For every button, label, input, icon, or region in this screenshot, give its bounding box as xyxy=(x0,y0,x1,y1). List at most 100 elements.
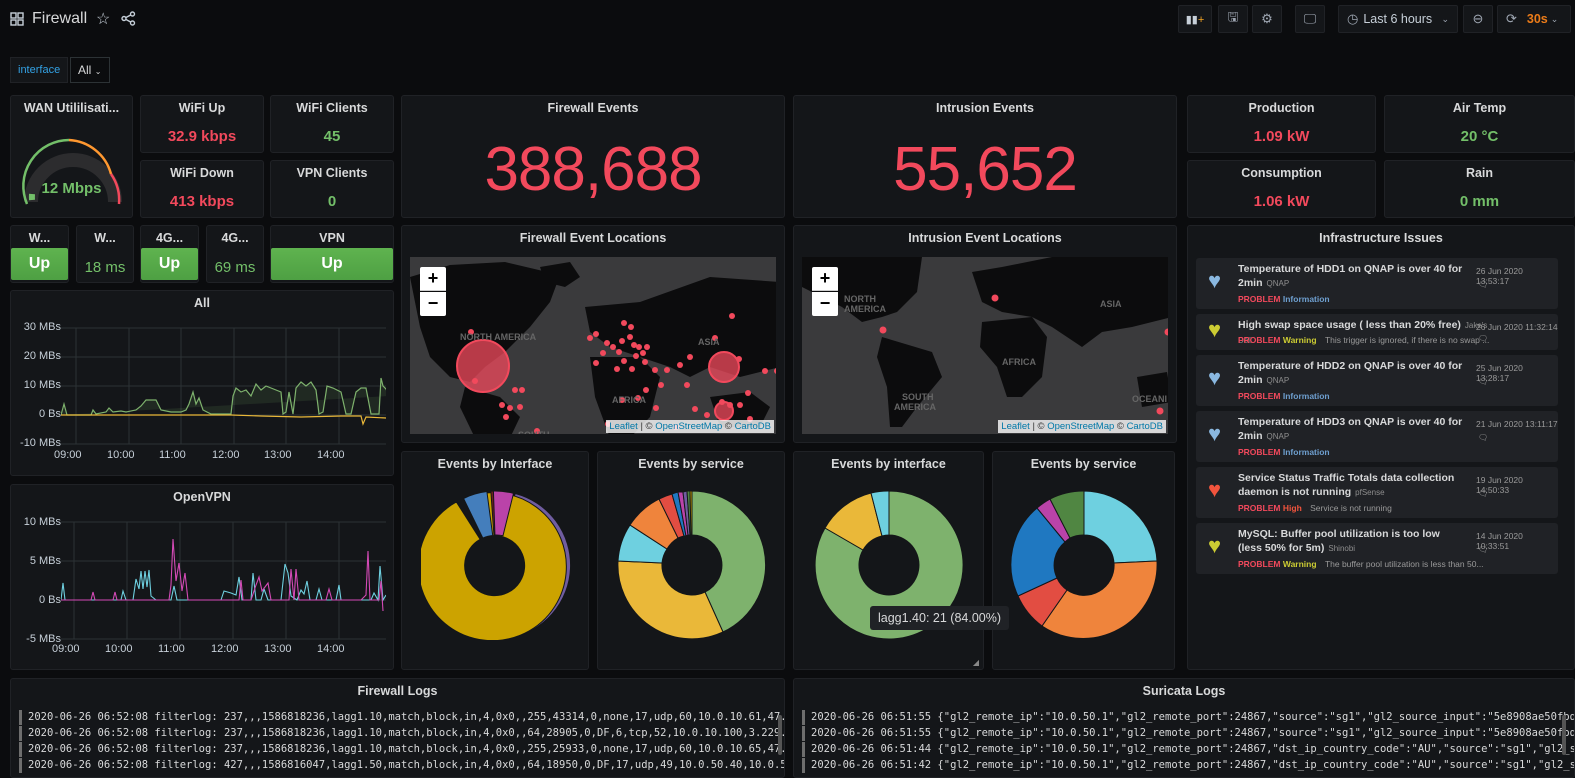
panel-events-by-service-ids[interactable]: Events by service xyxy=(992,451,1175,670)
panel-4g-status[interactable]: 4G... Up xyxy=(140,225,199,283)
panel-vpn-clients[interactable]: VPN Clients 0 xyxy=(270,160,394,218)
world-map[interactable]: NORTH AMERICA ASIA AFRICA SOUTH AMERICA OC… xyxy=(802,257,1168,434)
panel-title: WAN Utililisati... xyxy=(23,101,120,115)
save-button[interactable]: 🖫 xyxy=(1218,5,1248,33)
issue-item[interactable]: ♥ Temperature of HDD2 on QNAP is over 40… xyxy=(1196,355,1558,406)
log-line[interactable]: 2020-06-26 06:52:08 filterlog: 237,,,158… xyxy=(19,742,784,757)
issue-item[interactable]: ♥ High swap space usage ( less than 20% … xyxy=(1196,314,1558,350)
panel-wifi-down[interactable]: WiFi Down 413 kbps xyxy=(140,160,264,218)
issue-item[interactable]: ♥ Temperature of HDD1 on QNAP is over 40… xyxy=(1196,258,1558,309)
cartodb-link[interactable]: CartoDB xyxy=(1126,421,1163,432)
top-bar: Firewall ☆ ▮▮+ 🖫 ⚙ 🖵 ◷ Last 6 hours ⌄ ⊖ … xyxy=(0,0,1575,38)
settings-button[interactable]: ⚙ xyxy=(1252,5,1282,33)
comment-icon[interactable]: 🗨 xyxy=(1478,377,1489,386)
map-zoom-out-button[interactable]: − xyxy=(812,292,838,316)
leaflet-link[interactable]: Leaflet xyxy=(609,421,638,432)
log-line[interactable]: 2020-06-26 06:51:42 {"gl2_remote_ip":"10… xyxy=(802,758,1574,773)
panel-title: WiFi Clients xyxy=(296,101,368,115)
panel-intrusion-map[interactable]: Intrusion Event Locations NORTH AMERICA A… xyxy=(793,225,1177,443)
time-range-picker[interactable]: ◷ Last 6 hours ⌄ xyxy=(1338,5,1458,33)
issue-item[interactable]: ♥ Temperature of HDD3 on QNAP is over 40… xyxy=(1196,411,1558,462)
y-tick: 10 MBs xyxy=(23,379,61,391)
panel-wifi-clients[interactable]: WiFi Clients 45 xyxy=(270,95,394,153)
panel-vpn-status[interactable]: VPN Up xyxy=(270,225,394,283)
log-line[interactable]: 2020-06-26 06:51:44 {"gl2_remote_ip":"10… xyxy=(802,742,1574,757)
panel-air-temp[interactable]: Air Temp 20 °C xyxy=(1384,95,1575,153)
world-map[interactable]: NORTH AMERICA ASIA AFRICA SOUTH + − Leaf… xyxy=(410,257,776,434)
issue-time: 14 Jun 2020 10:33:51 xyxy=(1476,531,1523,551)
panel-events-by-interface-fw[interactable]: Events by Interface xyxy=(401,451,589,670)
panel-events-by-interface-ids[interactable]: Events by interface ◢ xyxy=(793,451,984,670)
comment-icon[interactable]: 🗨 xyxy=(1478,334,1489,343)
comment-icon[interactable]: 🗨 xyxy=(1478,280,1489,289)
add-panel-button[interactable]: ▮▮+ xyxy=(1178,5,1212,33)
refresh-icon[interactable]: ⟳ xyxy=(1506,11,1517,26)
panel-4g-latency[interactable]: 4G... 69 ms xyxy=(206,225,264,283)
panel-firewall-logs[interactable]: Firewall Logs 2020-06-26 06:52:08 filter… xyxy=(10,678,785,778)
x-tick: 12:00 xyxy=(212,449,240,461)
refresh-picker[interactable]: ⟳ 30s ⌄ xyxy=(1497,5,1571,33)
comment-icon[interactable]: 🗨 xyxy=(1478,545,1489,554)
panel-firewall-events[interactable]: Firewall Events 388,688 xyxy=(401,95,785,218)
panel-events-by-service-fw[interactable]: Events by service xyxy=(597,451,785,670)
scrollbar[interactable] xyxy=(1562,715,1566,755)
scrollbar[interactable] xyxy=(778,715,782,755)
panel-all-traffic[interactable]: All 30 MBs 20 MBs 10 MBs 0 Bs -10 MBs 09… xyxy=(10,290,394,476)
comment-icon[interactable]: 🗨 xyxy=(1478,489,1489,498)
panel-wan-utilisation[interactable]: WAN Utililisati... 12 Mbps xyxy=(10,95,133,218)
all-traffic-graph[interactable] xyxy=(61,326,386,446)
panel-consumption[interactable]: Consumption 1.06 kW xyxy=(1187,160,1376,218)
map-zoom-in-button[interactable]: + xyxy=(812,267,838,291)
donut-chart[interactable] xyxy=(421,490,571,640)
dashboard-title[interactable]: Firewall xyxy=(32,10,88,27)
donut-chart[interactable] xyxy=(1009,490,1159,640)
panel-production[interactable]: Production 1.09 kW xyxy=(1187,95,1376,153)
leaflet-link[interactable]: Leaflet xyxy=(1001,421,1030,432)
panel-openvpn[interactable]: OpenVPN 10 MBs 5 MBs 0 Bs -5 MBs 09:00 1… xyxy=(10,484,394,670)
osm-link[interactable]: OpenStreetMap xyxy=(1047,421,1115,432)
tv-mode-button[interactable]: 🖵 xyxy=(1295,5,1325,33)
issue-severity: Information xyxy=(1282,447,1330,457)
refresh-interval[interactable]: 30s xyxy=(1526,12,1548,26)
log-line[interactable]: 2020-06-26 06:52:08 filterlog: 427,,,158… xyxy=(19,758,784,773)
log-line[interactable]: 2020-06-26 06:51:55 {"gl2_remote_ip":"10… xyxy=(802,710,1574,725)
donut-chart[interactable] xyxy=(814,490,964,640)
comment-icon[interactable]: 🗨 xyxy=(1478,433,1489,442)
donut-chart[interactable] xyxy=(617,490,767,640)
log-line[interactable]: 2020-06-26 06:52:08 filterlog: 237,,,158… xyxy=(19,726,784,741)
log-line[interactable]: 2020-06-26 06:52:08 filterlog: 237,,,158… xyxy=(19,710,784,725)
x-tick: 09:00 xyxy=(54,449,82,461)
issue-item[interactable]: ♥ Service Status Traffic Totals data col… xyxy=(1196,467,1558,518)
interface-variable-select[interactable]: All ⌄ xyxy=(70,57,110,83)
map-attribution: Leaflet | © OpenStreetMap © CartoDB xyxy=(606,420,774,433)
dashboard-grid-icon[interactable] xyxy=(10,12,24,26)
panel-wan1-latency[interactable]: W... 18 ms xyxy=(76,225,134,283)
issue-status: PROBLEM xyxy=(1238,559,1281,569)
panel-title: Rain xyxy=(1465,166,1494,180)
settings-icon: ⚙ xyxy=(1261,11,1273,26)
status-badge: Up xyxy=(271,248,393,280)
log-line[interactable]: 2020-06-26 06:51:55 {"gl2_remote_ip":"10… xyxy=(802,726,1574,741)
panel-rain[interactable]: Rain 0 mm xyxy=(1384,160,1575,218)
openvpn-graph[interactable] xyxy=(61,521,386,641)
map-zoom-out-button[interactable]: − xyxy=(420,292,446,316)
osm-link[interactable]: OpenStreetMap xyxy=(655,421,723,432)
chevron-down-icon: ⌄ xyxy=(1441,13,1449,24)
panel-title: Suricata Logs xyxy=(1142,684,1226,698)
resize-handle[interactable]: ◢ xyxy=(972,658,979,667)
panel-title: All xyxy=(194,296,210,310)
panel-infrastructure-issues[interactable]: Infrastructure Issues ♥ Temperature of H… xyxy=(1187,225,1575,670)
zoom-out-button[interactable]: ⊖ xyxy=(1463,5,1493,33)
panel-wan1-status[interactable]: W... Up xyxy=(10,225,69,283)
attribution-separator: © xyxy=(1114,421,1127,432)
star-icon[interactable]: ☆ xyxy=(96,11,111,28)
cartodb-link[interactable]: CartoDB xyxy=(734,421,771,432)
issue-title: MySQL: Buffer pool utilization is too lo… xyxy=(1238,528,1440,554)
panel-intrusion-events[interactable]: Intrusion Events 55,652 xyxy=(793,95,1177,218)
issue-item[interactable]: ♥ MySQL: Buffer pool utilization is too … xyxy=(1196,523,1558,574)
panel-firewall-map[interactable]: Firewall Event Locations xyxy=(401,225,785,443)
share-icon[interactable] xyxy=(121,11,136,26)
map-zoom-in-button[interactable]: + xyxy=(420,267,446,291)
panel-wifi-up[interactable]: WiFi Up 32.9 kbps xyxy=(140,95,264,153)
panel-suricata-logs[interactable]: Suricata Logs 2020-06-26 06:51:55 {"gl2_… xyxy=(793,678,1575,778)
